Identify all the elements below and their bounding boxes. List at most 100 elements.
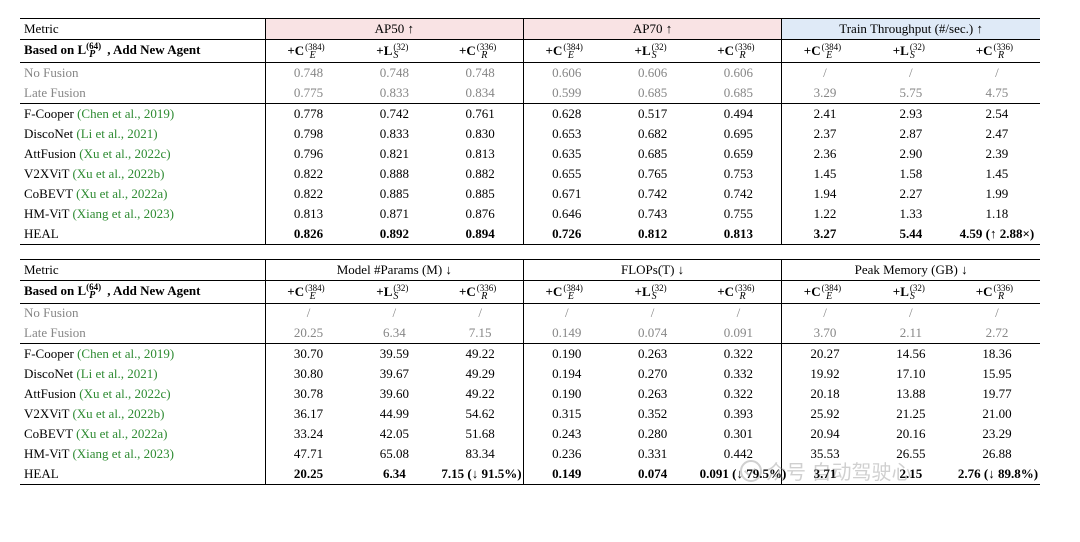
value-cell: 20.16 xyxy=(868,424,954,444)
value-cell: 0.871 xyxy=(351,204,437,224)
value-cell: 0.270 xyxy=(610,364,696,384)
value-cell: 0.352 xyxy=(610,404,696,424)
value-cell: 0.885 xyxy=(351,184,437,204)
value-cell: 0.442 xyxy=(696,444,782,464)
value-cell: 0.190 xyxy=(523,344,609,365)
value-cell: 0.876 xyxy=(437,204,523,224)
value-cell: 2.90 xyxy=(868,144,954,164)
value-cell: 2.47 xyxy=(954,124,1040,144)
value-cell: 0.748 xyxy=(437,63,523,83)
table-row: HM-ViT (Xiang et al., 2023)0.8130.8710.8… xyxy=(20,204,1040,224)
value-cell: 19.92 xyxy=(782,364,868,384)
value-cell: 0.833 xyxy=(351,83,437,103)
value-cell: 0.882 xyxy=(437,164,523,184)
value-cell: 3.27 xyxy=(782,224,868,244)
col-header: +C(384)E xyxy=(265,40,351,63)
value-cell: 21.25 xyxy=(868,404,954,424)
results-table-0: MetricAP50 ↑AP70 ↑Train Throughput (#/se… xyxy=(20,18,1040,245)
method-name: AttFusion (Xu et al., 2022c) xyxy=(20,384,265,404)
value-cell: / xyxy=(437,303,523,323)
value-cell: 0.628 xyxy=(523,103,609,124)
value-cell: 0.091 xyxy=(696,323,782,343)
value-cell: 0.685 xyxy=(610,144,696,164)
value-cell: / xyxy=(954,303,1040,323)
value-cell: 0.606 xyxy=(523,63,609,83)
value-cell: 0.821 xyxy=(351,144,437,164)
value-cell: 39.60 xyxy=(351,384,437,404)
value-cell: 17.10 xyxy=(868,364,954,384)
value-cell: 3.71 xyxy=(782,464,868,484)
results-table-1: MetricModel #Params (M) ↓FLOPs(T) ↓Peak … xyxy=(20,259,1040,486)
value-cell: 0.685 xyxy=(696,83,782,103)
metric-label: Metric xyxy=(20,259,265,280)
value-cell: / xyxy=(782,303,868,323)
value-cell: 42.05 xyxy=(351,424,437,444)
col-header: +L(32)S xyxy=(610,40,696,63)
value-cell: 0.494 xyxy=(696,103,782,124)
value-cell: 0.765 xyxy=(610,164,696,184)
method-name: AttFusion (Xu et al., 2022c) xyxy=(20,144,265,164)
value-cell: 0.599 xyxy=(523,83,609,103)
metric-header: AP70 ↑ xyxy=(523,19,781,40)
value-cell: 0.322 xyxy=(696,384,782,404)
col-header: +C(336)R xyxy=(954,40,1040,63)
col-header: +C(336)R xyxy=(437,40,523,63)
table-row: AttFusion (Xu et al., 2022c)0.7960.8210.… xyxy=(20,144,1040,164)
value-cell: 0.263 xyxy=(610,344,696,365)
value-cell: 30.70 xyxy=(265,344,351,365)
value-cell: 0.813 xyxy=(437,144,523,164)
table-row: CoBEVT (Xu et al., 2022a)0.8220.8850.885… xyxy=(20,184,1040,204)
value-cell: 1.45 xyxy=(954,164,1040,184)
value-cell: 2.36 xyxy=(782,144,868,164)
value-cell: 20.27 xyxy=(782,344,868,365)
metric-header: Peak Memory (GB) ↓ xyxy=(782,259,1040,280)
method-name: DiscoNet (Li et al., 2021) xyxy=(20,364,265,384)
col-header: +C(336)R xyxy=(696,280,782,303)
value-cell: 0.194 xyxy=(523,364,609,384)
value-cell: 0.315 xyxy=(523,404,609,424)
value-cell: 83.34 xyxy=(437,444,523,464)
value-cell: 0.646 xyxy=(523,204,609,224)
value-cell: 1.58 xyxy=(868,164,954,184)
method-name: HEAL xyxy=(20,464,265,484)
value-cell: 49.29 xyxy=(437,364,523,384)
value-cell: 0.813 xyxy=(696,224,782,244)
value-cell: 0.635 xyxy=(523,144,609,164)
value-cell: 0.243 xyxy=(523,424,609,444)
value-cell: 0.726 xyxy=(523,224,609,244)
method-name: Late Fusion xyxy=(20,323,265,343)
value-cell: 2.27 xyxy=(868,184,954,204)
value-cell: / xyxy=(868,63,954,83)
value-cell: / xyxy=(351,303,437,323)
value-cell: 0.892 xyxy=(351,224,437,244)
value-cell: 0.682 xyxy=(610,124,696,144)
value-cell: 1.22 xyxy=(782,204,868,224)
value-cell: 0.894 xyxy=(437,224,523,244)
method-name: V2XViT (Xu et al., 2022b) xyxy=(20,404,265,424)
value-cell: 0.742 xyxy=(351,103,437,124)
value-cell: 2.37 xyxy=(782,124,868,144)
value-cell: 0.833 xyxy=(351,124,437,144)
value-cell: / xyxy=(868,303,954,323)
method-name: F-Cooper (Chen et al., 2019) xyxy=(20,103,265,124)
value-cell: 0.885 xyxy=(437,184,523,204)
value-cell: 0.322 xyxy=(696,344,782,365)
value-cell: 0.280 xyxy=(610,424,696,444)
value-cell: 15.95 xyxy=(954,364,1040,384)
value-cell: 2.76 (↓ 89.8%) xyxy=(954,464,1040,484)
value-cell: 35.53 xyxy=(782,444,868,464)
value-cell: 20.18 xyxy=(782,384,868,404)
value-cell: 2.39 xyxy=(954,144,1040,164)
value-cell: 20.25 xyxy=(265,323,351,343)
method-name: No Fusion xyxy=(20,303,265,323)
table-row: HEAL0.8260.8920.8940.7260.8120.8133.275.… xyxy=(20,224,1040,244)
value-cell: 0.743 xyxy=(610,204,696,224)
value-cell: 0.331 xyxy=(610,444,696,464)
value-cell: 0.888 xyxy=(351,164,437,184)
tables-container: MetricAP50 ↑AP70 ↑Train Throughput (#/se… xyxy=(20,18,1060,485)
table-row: HM-ViT (Xiang et al., 2023)47.7165.0883.… xyxy=(20,444,1040,464)
value-cell: 0.671 xyxy=(523,184,609,204)
value-cell: 49.22 xyxy=(437,384,523,404)
value-cell: 0.755 xyxy=(696,204,782,224)
value-cell: 0.695 xyxy=(696,124,782,144)
